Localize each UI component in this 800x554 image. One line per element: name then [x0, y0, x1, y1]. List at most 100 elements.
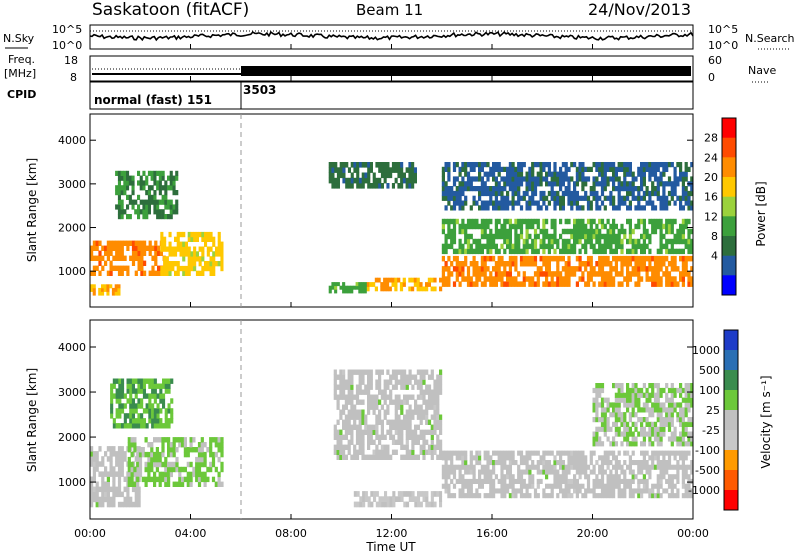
heatmap-cell-region-0	[104, 250, 108, 256]
heatmap-cell-region-9	[681, 190, 685, 197]
heatmap-cell-region-5	[397, 277, 401, 283]
heatmap-cell-region-4	[361, 162, 365, 168]
heatmap-cell-region-9	[690, 200, 694, 206]
heatmap-cell-region-5	[684, 464, 688, 470]
heatmap-cell-region-6	[670, 397, 674, 403]
heatmap-cell-region-7	[508, 276, 512, 282]
heatmap-cell-region-1	[197, 476, 202, 483]
heatmap-cell-region-8	[452, 233, 457, 240]
heatmap-cell-region-8	[648, 248, 652, 255]
heatmap-cell-region-7	[461, 266, 465, 272]
heatmap-cell-region-0	[95, 456, 99, 462]
heatmap-cell-region-5	[522, 493, 526, 499]
heatmap-cell-region-7	[514, 255, 518, 262]
heatmap-cell-region-6	[358, 289, 362, 294]
heatmap-cell-region-7	[466, 281, 471, 287]
heatmap-cell-region-2	[190, 251, 194, 257]
heatmap-cell-region-9	[519, 166, 524, 172]
heatmap-cell-region-8	[547, 238, 551, 245]
heatmap-cell-region-9	[536, 176, 540, 182]
heatmap-cell-region-2	[165, 270, 169, 276]
heatmap-cell-region-0	[123, 240, 127, 246]
heatmap-cell-region-0	[140, 255, 144, 261]
heatmap-cell-region-3	[361, 379, 365, 385]
heatmap-cell-region-3	[400, 444, 404, 450]
heatmap-cell-region-5	[492, 450, 496, 456]
heatmap-cell-region-3	[361, 374, 365, 380]
heatmap-cell-region-6	[634, 392, 638, 398]
heatmap-cell-region-7	[626, 266, 630, 272]
heatmap-cell-region-4	[419, 491, 423, 497]
heatmap-cell-region-5	[659, 474, 663, 480]
heatmap-cell-region-2	[151, 388, 155, 394]
heatmap-cell-region-6	[679, 392, 683, 398]
heatmap-cell-region-1	[167, 476, 171, 483]
heatmap-cell-region-2	[170, 408, 174, 414]
heatmap-cell-region-1	[161, 437, 165, 443]
heatmap-cell-region-9	[665, 181, 669, 187]
heatmap-cell-region-2	[187, 270, 191, 276]
heatmap-cell-region-9	[662, 162, 666, 168]
heatmap-cell-region-0	[154, 240, 158, 246]
heatmap-cell-region-9	[640, 195, 644, 201]
heatmap-cell-region-9	[458, 166, 462, 172]
heatmap-cell-region-6	[667, 421, 672, 427]
heatmap-cell-region-9	[531, 186, 535, 192]
heatmap-cell-region-2	[165, 265, 169, 272]
heatmap-cell-region-1	[90, 284, 94, 289]
heatmap-cell-region-8	[662, 233, 666, 240]
heatmap-cell-region-9	[634, 195, 638, 201]
heatmap-cell-region-5	[617, 493, 621, 499]
heatmap-cell-region-8	[690, 243, 694, 250]
heatmap-cell-region-3	[408, 409, 412, 415]
heatmap-cell-region-4	[334, 167, 338, 173]
heatmap-cell-region-0	[129, 255, 133, 261]
heatmap-cell-region-3	[344, 404, 348, 410]
heatmap-cell-region-9	[634, 176, 638, 182]
heatmap-cell-region-8	[542, 218, 546, 225]
heatmap-cell-region-9	[589, 190, 593, 197]
heatmap-cell-region-3	[433, 404, 437, 410]
heatmap-cell-region-3	[414, 439, 418, 445]
heatmap-cell-region-3	[436, 444, 440, 450]
heatmap-cell-region-9	[492, 166, 496, 172]
heatmap-cell-region-9	[478, 186, 482, 192]
heatmap-cell-region-8	[670, 223, 674, 230]
heatmap-cell-region-1	[111, 291, 115, 296]
heatmap-cell-region-5	[586, 478, 591, 484]
heatmap-cell-region-7	[475, 271, 479, 277]
heatmap-cell-region-2	[179, 265, 183, 272]
heatmap-cell-region-5	[667, 455, 672, 461]
heatmap-cell-region-8	[642, 233, 646, 240]
heatmap-cell-region-3	[375, 424, 379, 430]
heatmap-cell-region-2	[168, 241, 172, 247]
heatmap-cell-region-9	[581, 195, 585, 201]
heatmap-cell-region-0	[134, 501, 138, 508]
heatmap-cell-region-6	[673, 426, 677, 432]
heatmap-cell-region-9	[556, 195, 560, 201]
heatmap-cell-region-5	[662, 460, 666, 466]
heatmap-cell-region-8	[681, 238, 685, 245]
heatmap-cell-region-0	[117, 481, 122, 487]
heatmap-cell-region-8	[584, 238, 588, 245]
heatmap-cell-region-5	[620, 464, 624, 470]
heatmap-cell-region-9	[581, 205, 585, 211]
heatmap-cell-region-0	[134, 250, 138, 256]
heatmap-cell-region-2	[164, 383, 168, 389]
heatmap-cell-region-3	[383, 384, 387, 390]
heatmap-cell-region-1	[167, 471, 171, 478]
heatmap-cell-region-4	[430, 501, 434, 508]
heatmap-cell-region-9	[603, 181, 607, 187]
heatmap-cell-region-7	[681, 255, 685, 262]
heatmap-cell-region-8	[455, 248, 459, 255]
heatmap-cell-region-5	[690, 460, 694, 466]
heatmap-cell-region-9	[464, 162, 468, 168]
heatmap-cell-region-4	[389, 501, 393, 508]
heatmap-cell-region-7	[620, 261, 624, 267]
heatmap-cell-region-7	[584, 281, 588, 287]
heatmap-cell-region-7	[662, 255, 666, 262]
heatmap-cell-region-5	[575, 493, 579, 499]
heatmap-cell-region-5	[603, 450, 607, 456]
heatmap-cell-region-3	[394, 394, 398, 400]
heatmap-cell-region-3	[333, 369, 337, 375]
